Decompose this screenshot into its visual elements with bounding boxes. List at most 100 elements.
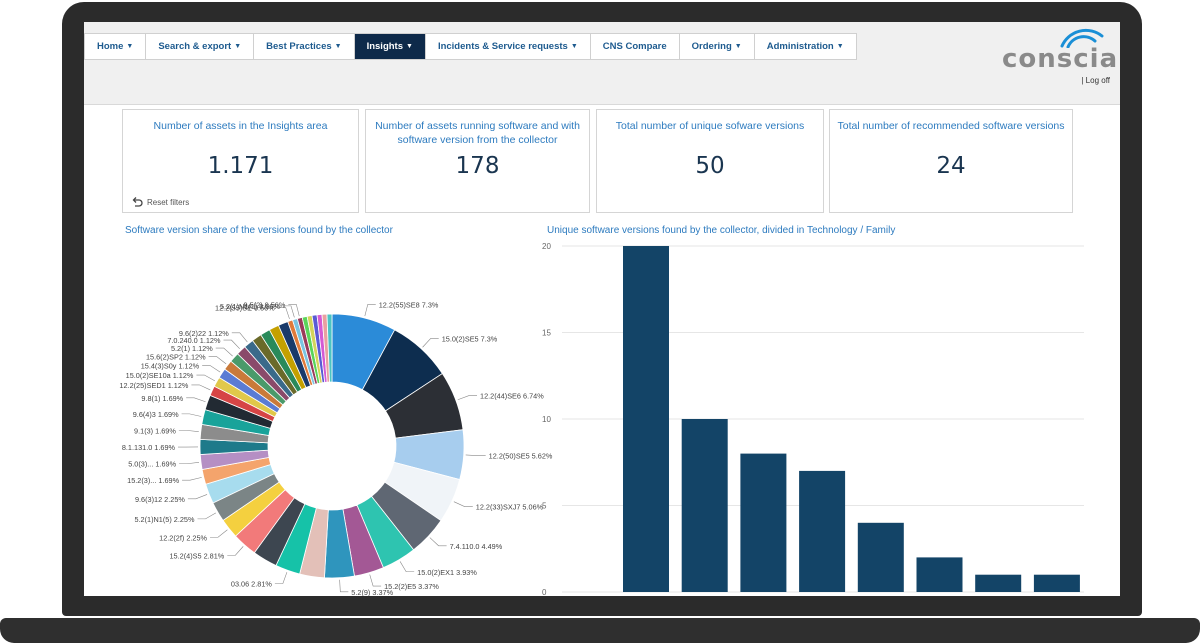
bar[interactable] [1033, 574, 1080, 592]
slice-label: 9.1(3) 1.69% [134, 426, 176, 435]
slice-leader-line [369, 574, 382, 587]
slice-leader-line [277, 307, 290, 320]
donut-chart-title: Software version share of the versions f… [125, 225, 393, 236]
y-tick-label: 10 [542, 415, 551, 424]
logoff-link[interactable]: Log off [1085, 76, 1110, 85]
slice-leader-line [282, 305, 295, 318]
slice-label: 5.2(1)N1(1) 0.56% [220, 302, 281, 311]
slice-leader-line [422, 338, 439, 348]
nav-incidents[interactable]: Incidents & Service requests ▼ [426, 34, 591, 59]
bar-chart-title: Unique software versions found by the co… [547, 225, 896, 236]
kpi-value: 24 [936, 153, 966, 179]
laptop-base [0, 618, 1200, 643]
slice-label: 12.2(50)SE5 5.62% [489, 452, 553, 461]
slice-leader-line [196, 374, 216, 382]
reset-filters-label: Reset filters [147, 197, 190, 207]
slice-leader-line [465, 454, 486, 457]
nav-ordering[interactable]: Ordering ▼ [680, 34, 755, 59]
chevron-down-icon: ▼ [406, 43, 413, 50]
logoff-area: | Log off [1081, 76, 1110, 85]
slice-label: 15.0(2)SE10a 1.12% [126, 371, 194, 380]
chevron-down-icon: ▼ [126, 43, 134, 50]
y-tick-label: 15 [542, 329, 551, 338]
slice-label: 15.0(2)SE5 7.3% [442, 334, 498, 343]
bar[interactable] [857, 522, 904, 592]
bar[interactable] [623, 246, 669, 592]
slice-leader-line [186, 397, 206, 403]
slice-label: 12.2(55)SE8 7.3% [379, 300, 439, 309]
nav-search-export[interactable]: Search & export ▼ [146, 34, 255, 59]
bar[interactable] [799, 470, 846, 592]
slice-label: 15.2(3)... 1.69% [127, 476, 179, 485]
y-tick-label: 5 [542, 502, 547, 511]
nav-label: Insights [366, 41, 403, 52]
kpi-title: Total number of unique sofware versions [615, 120, 805, 132]
nav-administration[interactable]: Administration ▼ [755, 34, 856, 59]
nav-cns-compare[interactable]: CNS Compare [591, 34, 680, 59]
y-tick-label: 20 [542, 242, 551, 251]
chevron-down-icon: ▼ [734, 43, 742, 50]
kpi-card-running-software: Number of assets running software and wi… [365, 109, 590, 213]
kpi-title: Number of assets running software and wi… [375, 120, 580, 146]
kpi-title: Number of assets in the Insights area [153, 120, 328, 132]
bar[interactable] [681, 419, 728, 592]
slice-leader-line [187, 494, 208, 500]
undo-icon [132, 197, 143, 207]
chevron-down-icon: ▼ [334, 43, 342, 50]
slice-label: 12.2(55)SE 0.56% [215, 304, 275, 313]
slice-label: 5.2(1) 1.12% [171, 344, 213, 353]
slice-leader-line [208, 356, 227, 365]
slice-leader-line [210, 529, 228, 538]
slice-label: 7.4.110.0 4.49% [450, 542, 503, 551]
chevron-down-icon: ▼ [836, 43, 844, 50]
bar[interactable] [975, 574, 1022, 592]
brand-logo: conscia [1002, 24, 1117, 74]
slice-label: 15.6(2)SP2 1.12% [146, 353, 206, 362]
kpi-card-unique-versions: Total number of unique sofware versions … [596, 109, 824, 213]
slice-leader-line [182, 477, 202, 481]
bar-chart: 0 5 10 15 20 [542, 242, 1084, 596]
main-nav: Home ▼ Search & export ▼ Best Practices ▼ I… [84, 33, 857, 60]
nav-insights[interactable]: Insights ▼ [354, 34, 426, 59]
wifi-icon [1060, 28, 1104, 48]
nav-home[interactable]: Home ▼ [85, 34, 147, 59]
slice-leader-line [288, 304, 300, 317]
nav-label: Ordering [691, 41, 732, 52]
kpi-value: 178 [455, 153, 500, 179]
kpi-value: 50 [695, 153, 725, 179]
slice-label: 9.6(2)22 1.12% [179, 329, 229, 338]
logoff-separator: | [1081, 76, 1084, 85]
slice-leader-line [191, 384, 211, 391]
bar[interactable] [916, 557, 963, 592]
slice-label: 15.2(4)S5 2.81% [170, 551, 225, 560]
app-screen: Home ▼ Search & export ▼ Best Practices ▼ I… [84, 22, 1120, 596]
slice-leader-line [339, 579, 349, 593]
slice-label: 8.1.131.0 1.69% [122, 443, 176, 452]
slice-leader-line [181, 413, 202, 417]
nav-label: Search & export [158, 41, 232, 52]
logo-text: conscia [1002, 44, 1119, 74]
kpi-title: Total number of recommended software ver… [837, 120, 1065, 132]
slice-leader-line [197, 512, 217, 520]
slice-label: 5.0(3)... 1.69% [128, 460, 176, 469]
slice-label: 12.2(33)SXJ7 5.06% [476, 503, 544, 512]
slice-label: 15.0(2)EX1 3.93% [417, 568, 477, 577]
nav-best-practices[interactable]: Best Practices ▼ [254, 34, 355, 59]
slice-label: 12.2(2f) 2.25% [159, 533, 207, 542]
nav-label: CNS Compare [602, 41, 667, 52]
kpi-value: 1.171 [207, 153, 274, 179]
donut-slice[interactable] [326, 313, 333, 383]
slice-label: 9.6(4)3 1.69% [133, 410, 179, 419]
nav-label: Administration [766, 41, 834, 52]
slice-leader-line [231, 332, 248, 343]
bar[interactable] [740, 453, 787, 592]
reset-filters-button[interactable]: Reset filters [131, 196, 189, 208]
dashboard: Number of assets in the Insights area 1.… [84, 105, 1120, 596]
slice-leader-line [227, 546, 244, 556]
slice-leader-line [215, 347, 233, 357]
slice-leader-line [453, 501, 473, 507]
nav-label: Home [97, 41, 124, 52]
y-tick-label: 0 [542, 588, 547, 596]
chevron-down-icon: ▼ [570, 43, 578, 50]
slice-label: 15.4(3)S0y 1.12% [141, 362, 200, 371]
